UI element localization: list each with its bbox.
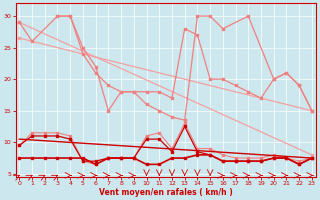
X-axis label: Vent moyen/en rafales ( km/h ): Vent moyen/en rafales ( km/h ) (99, 188, 232, 197)
